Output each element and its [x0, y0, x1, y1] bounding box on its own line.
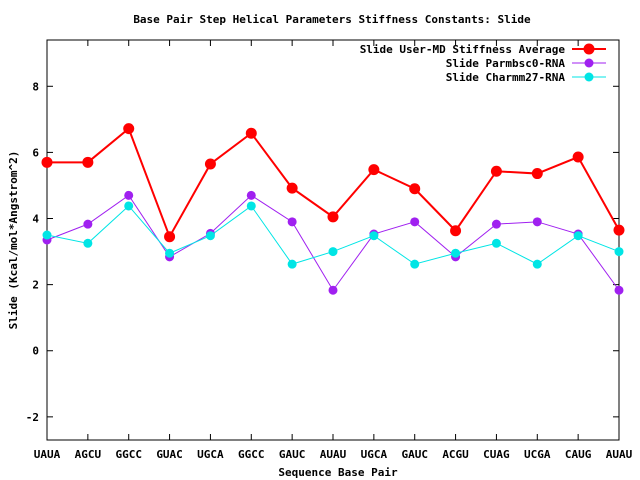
data-point [451, 248, 461, 258]
y-tick-label: 8 [32, 80, 39, 93]
x-tick-label: GGCC [115, 448, 142, 461]
y-tick-label: 0 [32, 345, 39, 358]
data-point [491, 238, 501, 248]
x-tick-label: GAUC [401, 448, 428, 461]
x-tick-label: GAUC [279, 448, 306, 461]
data-point [532, 259, 542, 269]
data-point [246, 190, 256, 200]
x-tick-label: AUAU [606, 448, 633, 461]
x-tick-label: UGCA [197, 448, 224, 461]
x-tick-label: GGCC [238, 448, 265, 461]
x-tick-label: UCGA [524, 448, 551, 461]
data-point [287, 259, 297, 269]
series-1 [41, 123, 625, 243]
data-point [614, 247, 624, 257]
data-point [614, 285, 624, 295]
data-point [165, 248, 175, 258]
legend-label: Slide User-MD Stiffness Average [360, 43, 566, 56]
series-group [41, 123, 625, 295]
data-point [124, 201, 134, 211]
legend-marker [584, 58, 594, 68]
data-point [327, 211, 339, 223]
y-tick-label: -2 [26, 411, 39, 424]
x-tick-label: CUAG [483, 448, 510, 461]
y-tick-label: 6 [32, 146, 39, 159]
data-point [41, 156, 53, 168]
data-point [410, 259, 420, 269]
x-tick-label: ACGU [442, 448, 469, 461]
data-point [286, 182, 298, 194]
plot-area [46, 39, 620, 441]
y-axis-label: Slide (Kcal/mol*Angstrom^2) [7, 151, 20, 330]
data-point [164, 231, 176, 243]
data-point [245, 127, 257, 139]
data-point [491, 219, 501, 229]
data-point [123, 123, 135, 135]
legend-marker [584, 72, 594, 82]
data-point [83, 219, 93, 229]
y-tick-label: 2 [32, 279, 39, 292]
data-point [83, 238, 93, 248]
data-point [613, 224, 625, 236]
data-point [531, 168, 543, 180]
data-point [572, 151, 584, 163]
legend-marker [583, 43, 595, 55]
data-point [328, 247, 338, 257]
data-point [369, 231, 379, 241]
data-point [246, 201, 256, 211]
data-point [368, 164, 380, 176]
x-tick-label: AUAU [320, 448, 347, 461]
data-point [532, 217, 542, 227]
data-point [124, 190, 134, 200]
data-point [328, 285, 338, 295]
x-axis-label: Sequence Base Pair [278, 466, 398, 479]
data-point [42, 230, 52, 240]
data-point [410, 217, 420, 227]
x-tick-label: UAUA [34, 448, 61, 461]
y-tick-label: 4 [32, 213, 39, 226]
data-point [490, 165, 502, 177]
series-3 [42, 201, 624, 269]
series-line [46, 194, 620, 292]
x-tick-label: CAUG [565, 448, 592, 461]
data-point [450, 225, 462, 237]
axis-ticks: -2 0 2 4 6 8 UAUA AGCU GGCC GUAC UGCA GGCC GAUC AUAU U… [26, 40, 633, 461]
x-tick-label: GUAC [156, 448, 183, 461]
data-point [204, 158, 216, 170]
data-point [409, 183, 421, 195]
x-tick-label: AGCU [75, 448, 102, 461]
x-tick-label: UGCA [361, 448, 388, 461]
legend-label: Slide Charmm27-RNA [446, 71, 566, 84]
data-point [205, 231, 215, 241]
chart-title: Base Pair Step Helical Parameters Stiffn… [133, 13, 531, 26]
data-point [82, 156, 94, 168]
data-point [287, 217, 297, 227]
legend-label: Slide Parmbsc0-RNA [446, 57, 566, 70]
data-point [573, 231, 583, 241]
